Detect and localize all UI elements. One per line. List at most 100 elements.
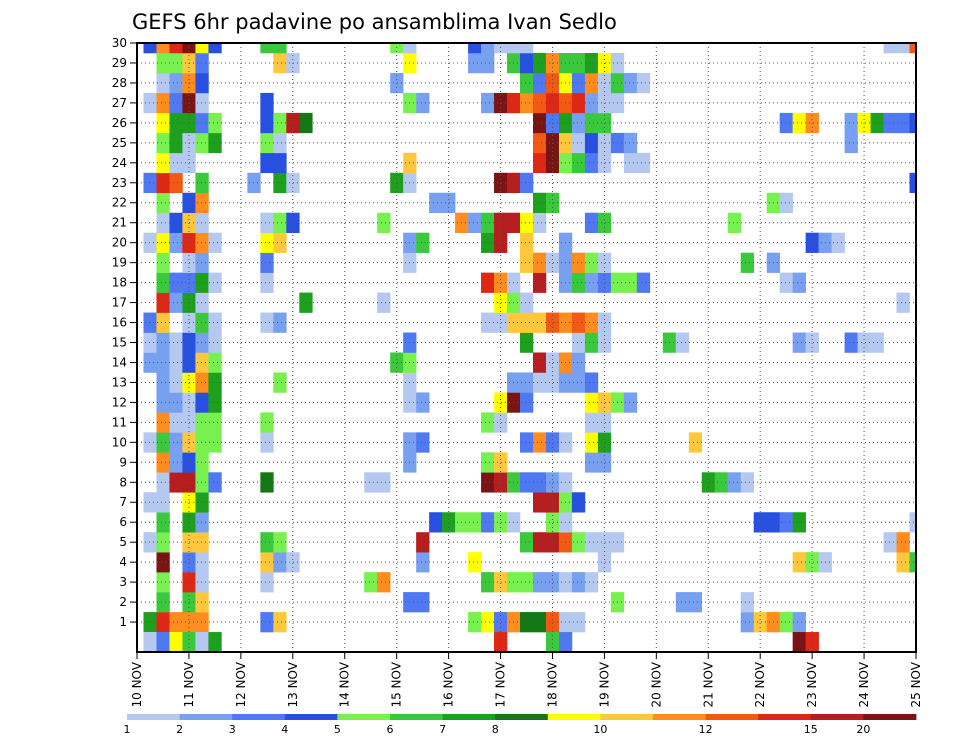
heatmap-cell	[792, 552, 806, 573]
heatmap-cell	[195, 72, 209, 94]
heatmap-cell	[195, 432, 209, 453]
heatmap-cell	[156, 232, 170, 253]
heatmap-cell	[195, 532, 209, 553]
y-tick-label: 7	[119, 495, 127, 509]
heatmap-cell	[143, 612, 157, 633]
y-tick-label: 15	[112, 336, 127, 350]
heatmap-cell	[909, 512, 917, 533]
heatmap-cell	[390, 43, 404, 54]
heatmap-cell	[416, 532, 430, 553]
heatmap-cell	[571, 152, 586, 174]
chart-title: GEFS 6hr padavine po ansamblima Ivan Sed…	[132, 10, 617, 34]
heatmap-cell	[273, 612, 287, 633]
legend-label: 20	[856, 723, 870, 736]
heatmap-cell	[169, 612, 183, 633]
y-tick-label: 4	[119, 555, 127, 569]
heatmap-cell	[805, 552, 819, 573]
heatmap-cell	[792, 612, 806, 633]
heatmap-cell	[896, 552, 910, 573]
heatmap-cell	[494, 43, 508, 54]
heatmap-cell	[494, 312, 508, 333]
grid-lines	[137, 42, 916, 652]
heatmap-cell	[597, 272, 612, 293]
legend-label: 2	[176, 723, 183, 736]
legend-color-swatch	[495, 714, 549, 720]
heatmap-cell	[896, 292, 910, 313]
heatmap-cell	[156, 112, 170, 134]
heatmap-cell	[740, 252, 755, 273]
heatmap-cell	[429, 512, 443, 533]
heatmap-cell	[532, 212, 547, 233]
heatmap-cell	[494, 392, 508, 413]
heatmap-cell	[416, 552, 430, 573]
legend-label: 4	[281, 723, 288, 736]
heatmap-cell	[286, 552, 300, 573]
heatmap-cell	[636, 272, 651, 293]
y-tick-label: 19	[112, 256, 127, 270]
heatmap-cell	[584, 432, 599, 453]
heatmap-cell	[208, 232, 222, 253]
heatmap-cell	[481, 612, 495, 633]
legend-color-swatch	[179, 714, 233, 720]
heatmap-cell	[273, 552, 287, 573]
heatmap-cell	[195, 132, 209, 154]
heatmap-cell	[623, 152, 638, 174]
heatmap-cell	[429, 192, 443, 214]
heatmap-cell	[688, 592, 703, 613]
x-tick-label: 15 NOV	[390, 661, 404, 707]
heatmap-cell	[273, 43, 287, 54]
y-tick-label: 27	[112, 96, 127, 110]
heatmap-cell	[520, 72, 534, 94]
heatmap-cell	[532, 112, 547, 134]
heatmap-cell	[260, 412, 274, 433]
heatmap-cell	[156, 72, 170, 94]
heatmap-cell	[208, 112, 222, 134]
heatmap-cell	[169, 332, 183, 353]
heatmap-cell	[597, 532, 612, 553]
heatmap-cell	[156, 492, 170, 513]
heatmap-cell	[156, 212, 170, 233]
legend-color-swatch	[284, 714, 338, 720]
heatmap-cell	[195, 352, 209, 373]
heatmap-cell	[195, 212, 209, 233]
heatmap-cell	[208, 472, 222, 493]
y-tick-label: 12	[112, 395, 127, 409]
heatmap-cell	[494, 572, 508, 593]
heatmap-cell	[571, 372, 586, 393]
heatmap-cell	[844, 332, 858, 353]
heatmap-cell	[195, 492, 209, 513]
heatmap-cell	[805, 632, 819, 653]
heatmap-cell	[156, 632, 170, 653]
y-axis: 1234567891011121314151617181920212223242…	[112, 36, 137, 629]
heatmap-cell	[208, 332, 222, 353]
heatmap-cell	[156, 332, 170, 353]
heatmap-cell	[208, 632, 222, 653]
heatmap-cell	[260, 212, 274, 233]
heatmap-cell	[792, 512, 806, 533]
heatmap-cell	[195, 332, 209, 353]
heatmap-cell	[779, 192, 793, 214]
heatmap-cell	[156, 192, 170, 214]
y-tick-label: 29	[112, 56, 127, 70]
heatmap-cell	[143, 43, 157, 54]
heatmap-cell	[805, 232, 819, 253]
heatmap-cell	[571, 272, 586, 293]
y-tick-label: 6	[119, 515, 127, 529]
heatmap-cell	[571, 52, 586, 74]
legend-label: 5	[334, 723, 341, 736]
x-tick-label: 21 NOV	[701, 661, 715, 707]
heatmap-cell	[273, 152, 287, 174]
heatmap-cell	[195, 552, 209, 573]
heatmap-cell	[520, 292, 534, 313]
y-tick-label: 8	[119, 475, 127, 489]
heatmap-cell	[597, 212, 612, 233]
y-tick-label: 11	[112, 415, 127, 429]
heatmap-cell	[481, 512, 495, 533]
heatmap-cell	[883, 532, 897, 553]
x-tick-label: 13 NOV	[286, 661, 300, 707]
heatmap-cell	[416, 432, 430, 453]
heatmap-cell	[156, 272, 170, 293]
heatmap-cell	[195, 112, 209, 134]
heatmap-cell	[571, 492, 586, 513]
heatmap-cell	[156, 452, 170, 473]
